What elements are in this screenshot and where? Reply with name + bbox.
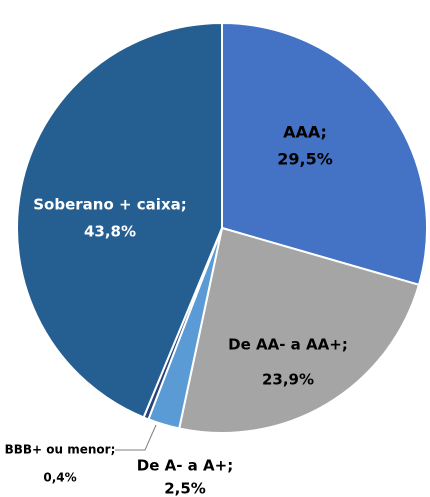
data-label-category: De AA- a AA+;	[228, 336, 348, 354]
data-label-value: 23,9%	[262, 371, 314, 389]
data-label-category: BBB+ ou menor;	[5, 443, 116, 457]
data-label-category: AAA;	[283, 123, 327, 142]
data-label-value: 43,8%	[84, 223, 136, 241]
pie-slice	[221, 21, 428, 287]
pie-slice	[16, 21, 223, 419]
pie-slice	[178, 226, 421, 434]
data-label-category: De A- a A+;	[137, 457, 233, 475]
data-label-value: 2,5%	[164, 480, 206, 497]
leader-line	[115, 424, 157, 451]
data-label-category: Soberano + caixa;	[33, 196, 187, 214]
data-label-value: 29,5%	[277, 150, 333, 169]
data-label-value: 0,4%	[43, 471, 76, 485]
